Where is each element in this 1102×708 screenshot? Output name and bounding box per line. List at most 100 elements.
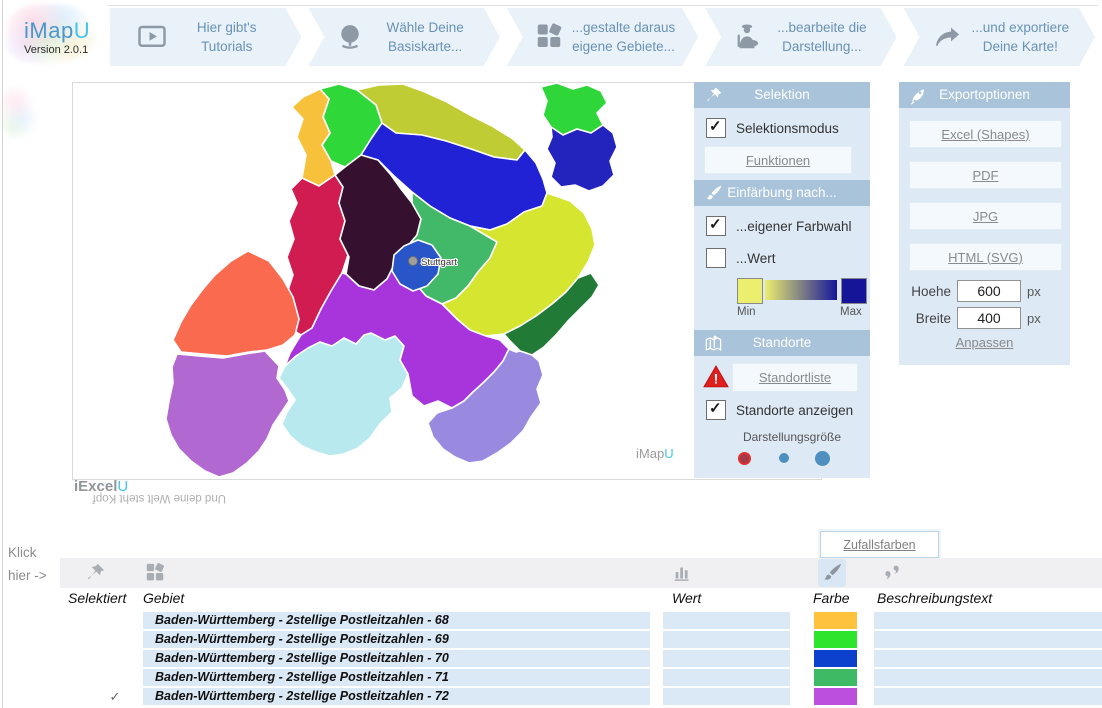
table-row-68[interactable]: Baden-Württemberg - 2stellige Postleitza…	[0, 612, 1102, 629]
width-label: Breite	[915, 310, 951, 326]
step-label: ...und exportiere Deine Karte!	[971, 20, 1070, 54]
baden-wuerttemberg-map: Stuttgart	[165, 82, 618, 478]
gebiet-cell[interactable]: Baden-Württemberg - 2stellige Postleitza…	[143, 612, 650, 629]
farbwahl-label: ...eigener Farbwahl	[736, 218, 852, 234]
export-title: Exportoptionen	[939, 87, 1030, 102]
funktionen-button[interactable]: Funktionen	[704, 146, 852, 174]
wert-cell[interactable]	[663, 669, 790, 686]
wert-cell[interactable]	[663, 631, 790, 648]
table-row-70[interactable]: Baden-Württemberg - 2stellige Postleitza…	[0, 650, 1102, 667]
standorte-anzeigen-label: Standorte anzeigen	[736, 402, 854, 418]
beschreibung-cell[interactable]	[874, 631, 1102, 648]
gebiet-cell[interactable]: Baden-Württemberg - 2stellige Postleitza…	[143, 650, 650, 667]
gebiet-cell[interactable]: Baden-Württemberg - 2stellige Postleitza…	[143, 669, 650, 686]
export-panel: Exportoptionen Excel (Shapes) PDF JPG HT…	[899, 82, 1070, 365]
rocket-icon	[909, 86, 928, 105]
workflow-steps: Hier gibt's Tutorials Wähle Deine Basiskar…	[110, 8, 1095, 66]
standorte-anzeigen-checkbox[interactable]: ✓	[706, 400, 726, 420]
export-header: Exportoptionen	[899, 82, 1070, 108]
marker-size-large[interactable]	[815, 451, 830, 466]
beschreibung-cell[interactable]	[874, 688, 1102, 705]
export-arrow-icon	[930, 22, 962, 52]
logo-suffix: U	[73, 18, 91, 43]
max-label: Max	[840, 306, 862, 318]
step-label: Hier gibt's Tutorials	[196, 20, 257, 54]
map-region-70[interactable]	[391, 239, 442, 292]
wert-label: ...Wert	[736, 250, 776, 266]
export-pdf-button[interactable]: PDF	[909, 161, 1062, 189]
height-input[interactable]	[957, 280, 1021, 302]
einfaerbung-title: Einfärbung nach...	[727, 185, 837, 200]
gradient-max-swatch[interactable]	[841, 278, 867, 304]
height-label: Hoehe	[911, 283, 951, 299]
export-html-button[interactable]: HTML (SVG)	[909, 243, 1062, 271]
farbe-swatch[interactable]	[814, 669, 857, 686]
table-row-71[interactable]: Baden-Württemberg - 2stellige Postleitza…	[0, 669, 1102, 686]
zufallsfarben-button[interactable]: Zufallsfarben	[820, 531, 939, 558]
anpassen-link[interactable]: Anpassen	[955, 335, 1014, 350]
stuttgart-marker[interactable]	[408, 256, 418, 266]
checkmark: ✓	[709, 118, 722, 135]
step-areas[interactable]: ...gestalte daraus eigene Gebiete...	[507, 8, 698, 66]
wert-cell[interactable]	[663, 688, 790, 705]
farbe-swatch[interactable]	[814, 688, 857, 705]
marker-size-small[interactable]	[740, 454, 749, 463]
table-row-69[interactable]: Baden-Württemberg - 2stellige Postleitza…	[0, 631, 1102, 648]
beschreibung-cell[interactable]	[874, 612, 1102, 629]
farbwahl-row: ✓ ...eigener Farbwahl	[706, 216, 852, 236]
width-input[interactable]	[957, 307, 1021, 329]
step-tutorials[interactable]: Hier gibt's Tutorials	[110, 8, 301, 66]
wert-cell[interactable]	[663, 612, 790, 629]
map-icon	[704, 334, 723, 353]
step-styling[interactable]: ...bearbeite die Darstellung...	[705, 8, 896, 66]
quote-icon[interactable]	[882, 562, 904, 584]
selektion-header: Selektion	[694, 82, 870, 108]
step-label: ...gestalte daraus eigene Gebiete...	[571, 20, 676, 54]
germany-map-decoration	[6, 4, 98, 64]
checkmark: ✓	[709, 400, 722, 417]
selektionsmodus-checkbox[interactable]: ✓	[706, 118, 726, 138]
width-unit: px	[1027, 310, 1041, 326]
wert-cell[interactable]	[663, 650, 790, 667]
puzzle-icon[interactable]	[144, 562, 166, 584]
bar-chart-icon[interactable]	[672, 562, 694, 584]
column-header-beschreibungstext: Beschreibungstext	[877, 590, 993, 606]
farbe-swatch[interactable]	[814, 650, 857, 667]
column-header-wert: Wert	[672, 590, 702, 606]
export-excel-button[interactable]: Excel (Shapes)	[909, 120, 1062, 148]
row-checkmark: ✓	[109, 689, 121, 704]
farbe-swatch[interactable]	[814, 612, 857, 629]
gebiet-cell[interactable]: Baden-Württemberg - 2stellige Postleitza…	[143, 631, 650, 648]
brush-icon	[704, 184, 723, 203]
warning-icon: !	[702, 364, 730, 390]
farbe-swatch[interactable]	[814, 631, 857, 648]
globe-icon	[334, 22, 366, 52]
step-export[interactable]: ...und exportiere Deine Karte!	[904, 8, 1095, 66]
brush-icon[interactable]	[821, 562, 843, 584]
standorte-anzeigen-row: ✓ Standorte anzeigen	[706, 400, 853, 420]
app-logo: iMapU	[24, 18, 90, 44]
map-region-77[interactable]	[172, 250, 300, 357]
export-jpg-button[interactable]: JPG	[909, 202, 1062, 230]
window-border-top	[108, 5, 1098, 6]
painter-icon	[731, 22, 763, 52]
marker-size-medium[interactable]	[779, 453, 789, 463]
standortliste-button[interactable]: Standortliste	[732, 363, 858, 392]
wert-checkbox[interactable]	[706, 248, 726, 268]
gebiet-cell[interactable]: Baden-Württemberg - 2stellige Postleitza…	[143, 688, 650, 705]
beschreibung-cell[interactable]	[874, 650, 1102, 667]
farbwahl-checkbox[interactable]: ✓	[706, 216, 726, 236]
map-region-88[interactable]	[427, 348, 544, 464]
logo-prefix: iMap	[24, 18, 74, 43]
tools-panel: Selektion ✓ Selektionsmodus Funktionen E…	[694, 82, 870, 478]
iexcelu-tagline: Und deine Welt steht Kopf	[92, 492, 226, 504]
gradient-min-swatch[interactable]	[737, 278, 763, 304]
table-row-72[interactable]: ✓ Baden-Württemberg - 2stellige Postleit…	[0, 688, 1102, 705]
pin-icon[interactable]	[84, 562, 106, 584]
map-region-79[interactable]	[165, 350, 290, 478]
table-toolbar	[60, 558, 1102, 588]
beschreibung-cell[interactable]	[874, 669, 1102, 686]
map-region-ne-blue[interactable]	[546, 124, 618, 192]
step-basemap[interactable]: Wähle Deine Basiskarte...	[308, 8, 499, 66]
